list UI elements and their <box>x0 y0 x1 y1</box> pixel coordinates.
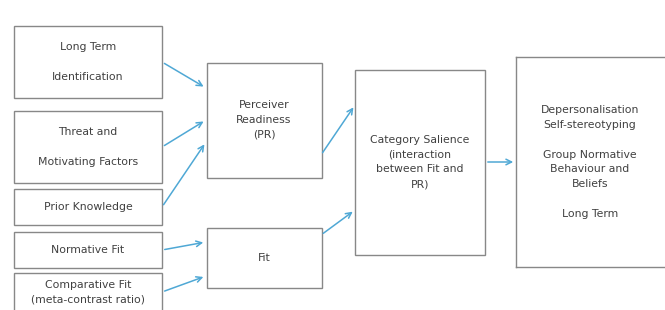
Text: Threat and

Motivating Factors: Threat and Motivating Factors <box>38 127 138 167</box>
Text: Perceiver
Readiness
(PR): Perceiver Readiness (PR) <box>236 100 292 140</box>
Bar <box>14 273 162 310</box>
Text: Depersonalisation
Self-stereotyping

Group Normative
Behaviour and
Beliefs

Long: Depersonalisation Self-stereotyping Grou… <box>541 105 639 219</box>
Bar <box>14 232 162 268</box>
Text: Long Term

Identification: Long Term Identification <box>53 42 124 82</box>
Text: Normative Fit: Normative Fit <box>51 245 124 255</box>
Text: Prior Knowledge: Prior Knowledge <box>44 202 132 212</box>
Bar <box>14 111 162 183</box>
Text: Fit: Fit <box>257 253 271 263</box>
Text: Comparative Fit
(meta-contrast ratio): Comparative Fit (meta-contrast ratio) <box>31 280 145 304</box>
Text: Category Salience
(interaction
between Fit and
PR): Category Salience (interaction between F… <box>370 135 469 189</box>
Bar <box>207 63 321 178</box>
Bar <box>207 228 321 288</box>
Bar <box>14 189 162 225</box>
Bar <box>14 26 162 98</box>
Bar <box>355 69 485 255</box>
